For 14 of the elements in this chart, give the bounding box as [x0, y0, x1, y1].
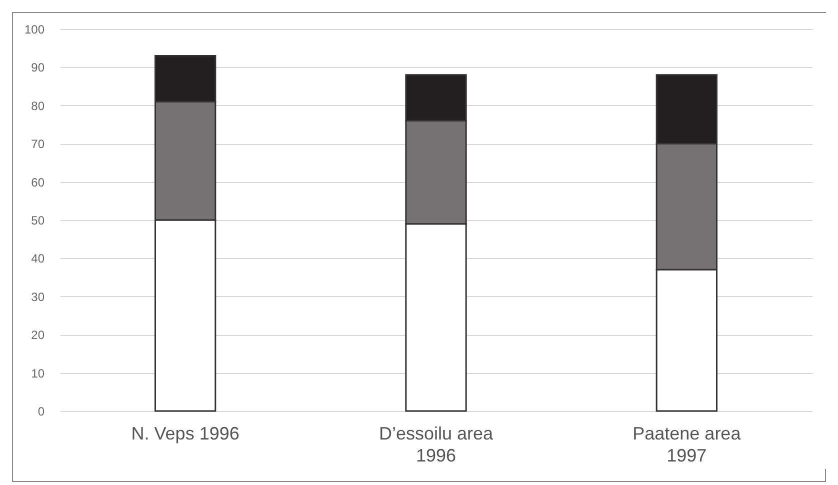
- y-tick-label: 20: [31, 328, 45, 342]
- y-tick-label: 90: [31, 60, 45, 75]
- y-tick-label: 60: [31, 175, 45, 190]
- y-tick-label: 100: [24, 22, 45, 36]
- y-tick-label: 40: [31, 252, 45, 266]
- y-tick-label: 30: [31, 290, 45, 304]
- y-tick-label: 70: [31, 137, 45, 152]
- x-tick-label: D’essoilu area 1996: [378, 424, 494, 466]
- x-tick-label: N. Veps 1996: [131, 424, 240, 444]
- y-tick-label: 10: [31, 366, 45, 380]
- y-tick-label: 50: [31, 214, 45, 228]
- y-tick-label: 0: [38, 404, 45, 418]
- y-tick-label: 80: [31, 98, 45, 113]
- x-tick-label: Paatene area 1997: [632, 424, 742, 466]
